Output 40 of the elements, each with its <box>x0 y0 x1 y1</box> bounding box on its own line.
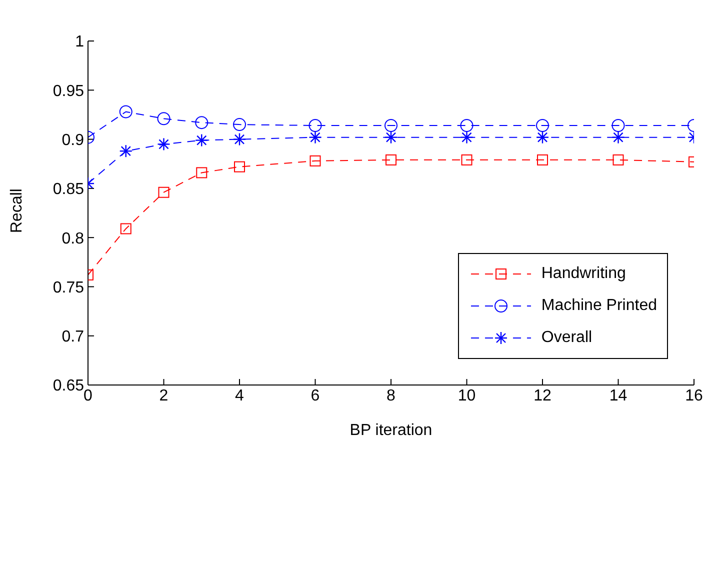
x-tick-label: 10 <box>458 387 476 404</box>
y-tick-label: 0.8 <box>62 230 84 248</box>
y-tick-label: 0.65 <box>52 378 84 395</box>
y-tick-label: 0.9 <box>62 132 84 149</box>
point <box>234 161 245 172</box>
point <box>158 186 170 198</box>
x-tick-label: 6 <box>310 387 320 404</box>
point <box>120 223 132 234</box>
y-tick-label: 0.75 <box>52 279 84 296</box>
point <box>460 119 474 132</box>
x-tick-label: 2 <box>159 387 168 404</box>
point <box>612 119 625 132</box>
point <box>308 119 322 132</box>
x-tick-label: 14 <box>609 387 628 404</box>
point <box>196 167 208 178</box>
x-tick-label: 0 <box>84 387 93 404</box>
point <box>386 154 396 166</box>
point <box>537 154 548 166</box>
y-axis-title: Recall <box>8 188 26 233</box>
point <box>119 105 132 118</box>
legend-label: Overall <box>541 329 592 347</box>
point <box>384 119 398 132</box>
x-tick-label: 8 <box>386 387 396 404</box>
point <box>612 154 624 166</box>
point <box>195 116 208 130</box>
x-tick-label: 4 <box>235 387 244 404</box>
point <box>461 154 472 166</box>
x-axis-title: BP iteration <box>350 422 432 439</box>
y-tick-label: 0.95 <box>52 82 84 100</box>
point <box>536 119 549 132</box>
y-tick-label: 0.85 <box>52 181 84 198</box>
x-tick-label: 16 <box>685 387 703 404</box>
y-tick-label: 0.7 <box>62 328 84 346</box>
point <box>310 155 321 166</box>
y-tick-label: 1 <box>75 34 84 51</box>
x-tick-label: 12 <box>534 387 552 404</box>
point <box>157 112 170 126</box>
legend-label: Handwriting <box>541 265 626 283</box>
point <box>233 118 246 132</box>
legend-label: Machine Printed <box>541 297 657 315</box>
